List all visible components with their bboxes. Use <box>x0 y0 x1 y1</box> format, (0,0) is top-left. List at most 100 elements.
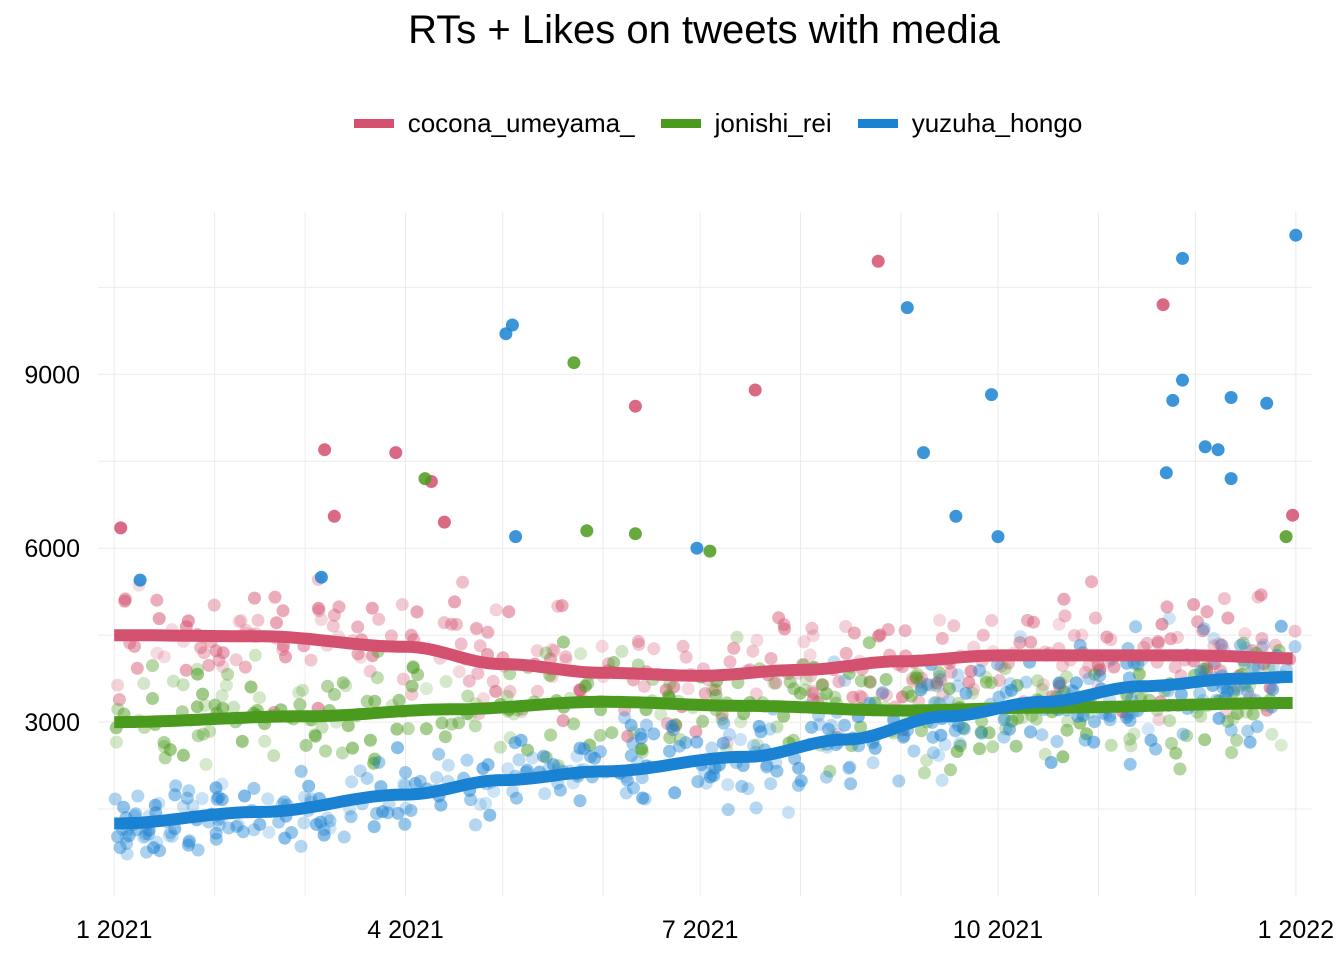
data-point <box>473 639 487 653</box>
data-point <box>944 763 957 777</box>
data-point <box>441 758 455 772</box>
data-point <box>1029 712 1043 726</box>
data-point <box>1129 620 1143 634</box>
data-point <box>146 692 159 705</box>
data-point <box>805 621 819 635</box>
data-point <box>118 592 132 606</box>
data-point <box>521 743 535 757</box>
data-point <box>942 682 956 696</box>
data-point <box>854 674 868 688</box>
data-point <box>399 766 412 779</box>
data-point <box>108 792 122 806</box>
data-point <box>1238 627 1252 641</box>
data-point <box>691 775 705 789</box>
data-point <box>544 728 558 742</box>
data-point <box>391 741 404 755</box>
highlight-point <box>1176 251 1189 265</box>
data-point <box>473 798 487 811</box>
chart-title: RTs + Likes on tweets with media <box>408 8 1000 52</box>
data-point <box>1073 639 1087 652</box>
data-point <box>1230 733 1244 747</box>
data-point <box>209 644 223 658</box>
data-point <box>232 615 246 629</box>
data-point <box>479 796 493 810</box>
data-point <box>760 758 774 772</box>
data-point <box>268 590 282 604</box>
data-point <box>476 762 490 775</box>
data-point <box>209 832 223 846</box>
data-point <box>401 722 415 736</box>
data-point <box>679 736 693 750</box>
data-point <box>812 718 826 731</box>
data-point <box>1224 723 1238 737</box>
data-point <box>822 722 835 736</box>
data-point <box>1191 615 1205 629</box>
data-point <box>770 764 784 778</box>
data-point <box>783 675 797 689</box>
data-point <box>551 599 565 613</box>
data-point <box>545 642 559 656</box>
data-point <box>510 791 523 805</box>
data-point <box>556 714 570 728</box>
data-point <box>481 758 495 772</box>
data-point <box>191 729 205 743</box>
data-point <box>1221 611 1235 625</box>
legend-item-cocona: cocona_umeyama_ <box>353 108 635 139</box>
data-point <box>760 760 774 774</box>
data-point <box>493 740 507 754</box>
data-point <box>1162 611 1176 625</box>
data-point <box>1241 685 1254 699</box>
data-point <box>924 678 938 692</box>
data-point <box>168 788 182 802</box>
data-point <box>1251 590 1265 604</box>
data-point <box>733 733 747 746</box>
data-point <box>1215 638 1229 652</box>
data-point <box>778 622 791 636</box>
data-point <box>735 779 749 793</box>
data-point <box>635 745 649 759</box>
data-point <box>109 735 123 749</box>
data-point <box>391 806 405 820</box>
data-point <box>957 722 971 736</box>
data-point <box>262 825 276 839</box>
data-point <box>1057 592 1071 606</box>
highlight-point <box>1286 508 1300 522</box>
data-point <box>118 594 132 608</box>
data-point <box>1197 662 1211 676</box>
data-point <box>460 753 474 767</box>
data-point <box>1165 736 1178 750</box>
data-point <box>190 662 204 676</box>
data-point <box>182 836 196 849</box>
highlight-point <box>991 530 1005 544</box>
data-point <box>1035 683 1049 697</box>
data-point <box>1207 631 1221 645</box>
data-point <box>390 722 404 736</box>
data-point <box>1269 638 1282 652</box>
data-point <box>948 724 962 738</box>
data-point <box>618 711 632 725</box>
highlight-point <box>314 570 328 584</box>
data-point <box>1262 661 1276 675</box>
data-point <box>975 726 988 740</box>
data-point <box>158 751 172 765</box>
data-point <box>344 810 358 824</box>
data-point <box>581 676 595 690</box>
highlight-point <box>567 356 581 370</box>
data-point <box>326 619 340 633</box>
data-point <box>1027 615 1040 629</box>
data-point <box>1236 636 1250 650</box>
data-point <box>763 722 777 736</box>
data-point <box>489 603 503 617</box>
legend-swatch-cocona <box>353 119 394 128</box>
data-point <box>806 629 820 643</box>
data-point <box>1132 667 1146 681</box>
data-point <box>1079 665 1092 679</box>
data-point <box>634 731 648 745</box>
data-point <box>508 736 522 750</box>
data-point <box>191 843 205 857</box>
data-point <box>194 641 208 655</box>
data-point <box>199 757 213 771</box>
data-point <box>621 729 635 743</box>
data-point <box>166 674 180 688</box>
data-point <box>825 718 838 732</box>
